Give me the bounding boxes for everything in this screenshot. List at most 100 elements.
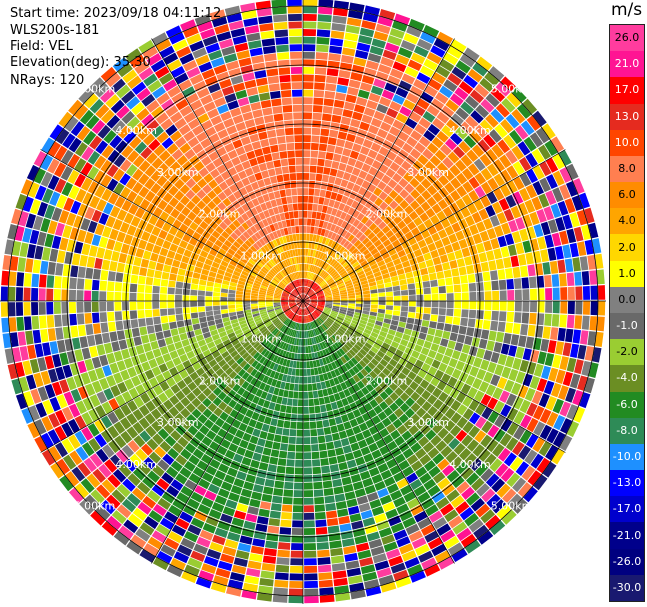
- range-gate: [301, 286, 303, 294]
- range-gate: [353, 314, 361, 320]
- range-gate: [185, 92, 199, 105]
- range-gate: [293, 241, 298, 249]
- range-gate: [80, 218, 91, 231]
- range-gate: [165, 466, 179, 479]
- range-gate: [235, 301, 243, 305]
- range-gate: [355, 177, 365, 187]
- range-gate: [403, 266, 412, 274]
- range-gate: [491, 499, 507, 514]
- range-gate: [161, 137, 174, 150]
- range-gate: [260, 454, 270, 464]
- range-gate: [249, 47, 263, 57]
- range-gate: [209, 346, 218, 354]
- range-gate: [431, 286, 439, 294]
- range-gate: [483, 134, 497, 148]
- range-gate: [185, 200, 196, 211]
- range-gate: [359, 557, 374, 567]
- range-gate: [113, 182, 125, 195]
- range-gate: [559, 435, 573, 452]
- range-gate: [193, 377, 203, 387]
- range-gate: [395, 331, 404, 339]
- range-gate: [75, 400, 88, 415]
- range-gate: [281, 301, 288, 304]
- range-gate: [530, 349, 540, 363]
- colorbar-tick-label: -8.0: [616, 423, 638, 437]
- range-gate: [266, 291, 274, 295]
- range-gate: [334, 146, 344, 155]
- range-gate: [381, 89, 395, 100]
- range-gate: [100, 415, 113, 429]
- range-gate: [395, 362, 405, 372]
- range-gate: [322, 245, 328, 253]
- range-gate: [162, 168, 174, 180]
- range-gate: [319, 450, 328, 459]
- range-gate: [450, 39, 467, 53]
- range-gate: [497, 377, 508, 390]
- range-gate: [274, 276, 281, 282]
- range-gate: [331, 114, 342, 124]
- range-gate: [176, 347, 186, 357]
- range-gate: [321, 120, 331, 129]
- range-gate: [303, 338, 306, 346]
- range-gate: [305, 323, 308, 331]
- range-gate: [232, 219, 241, 228]
- range-gate: [148, 451, 162, 464]
- range-gate: [436, 523, 452, 536]
- range-gate: [233, 228, 242, 237]
- range-gate: [448, 437, 461, 450]
- range-gate: [485, 93, 500, 108]
- range-gate: [252, 538, 266, 548]
- range-gate: [458, 80, 474, 95]
- range-gate: [384, 282, 392, 288]
- range-gate: [446, 285, 454, 293]
- range-gate: [385, 291, 393, 297]
- range-gate: [280, 365, 286, 374]
- range-gate: [127, 439, 140, 453]
- range-gate: [434, 550, 451, 563]
- range-gate: [538, 193, 550, 208]
- range-gate: [231, 156, 241, 167]
- range-gate: [288, 274, 293, 282]
- range-gate: [286, 196, 293, 204]
- range-gate: [476, 291, 485, 301]
- range-gate: [153, 384, 164, 396]
- range-gate: [381, 417, 392, 428]
- range-gate: [452, 521, 468, 535]
- range-gate: [408, 301, 416, 307]
- range-gate: [273, 371, 280, 380]
- range-gate: [247, 248, 255, 256]
- range-gate: [359, 359, 367, 368]
- range-gate: [374, 513, 387, 524]
- range-gate: [51, 207, 63, 222]
- range-gate: [153, 144, 166, 157]
- range-gate: [225, 177, 235, 187]
- range-gate: [37, 231, 47, 246]
- range-gate: [461, 283, 469, 293]
- range-gate: [307, 306, 313, 313]
- range-gate: [299, 361, 303, 369]
- range-gate: [233, 510, 247, 520]
- range-gate: [155, 355, 165, 366]
- range-gate: [123, 519, 139, 534]
- range-gate: [251, 293, 259, 297]
- range-gate: [244, 25, 260, 35]
- range-gate: [341, 373, 349, 382]
- range-gate: [291, 321, 295, 329]
- range-gate: [446, 293, 454, 301]
- range-gate: [225, 499, 238, 510]
- range-gate: [413, 216, 423, 227]
- range-gate: [103, 388, 115, 401]
- range-gate: [227, 193, 237, 203]
- range-gate: [260, 246, 268, 254]
- range-gate: [241, 177, 251, 187]
- range-gate: [447, 376, 458, 388]
- range-gate: [396, 478, 409, 489]
- range-gate: [322, 113, 332, 122]
- range-gate: [319, 280, 325, 286]
- range-gate: [377, 63, 392, 75]
- range-gate: [402, 333, 411, 342]
- range-gate: [292, 233, 297, 242]
- range-gate: [164, 511, 179, 524]
- range-gate: [324, 364, 330, 373]
- range-gate: [326, 510, 338, 519]
